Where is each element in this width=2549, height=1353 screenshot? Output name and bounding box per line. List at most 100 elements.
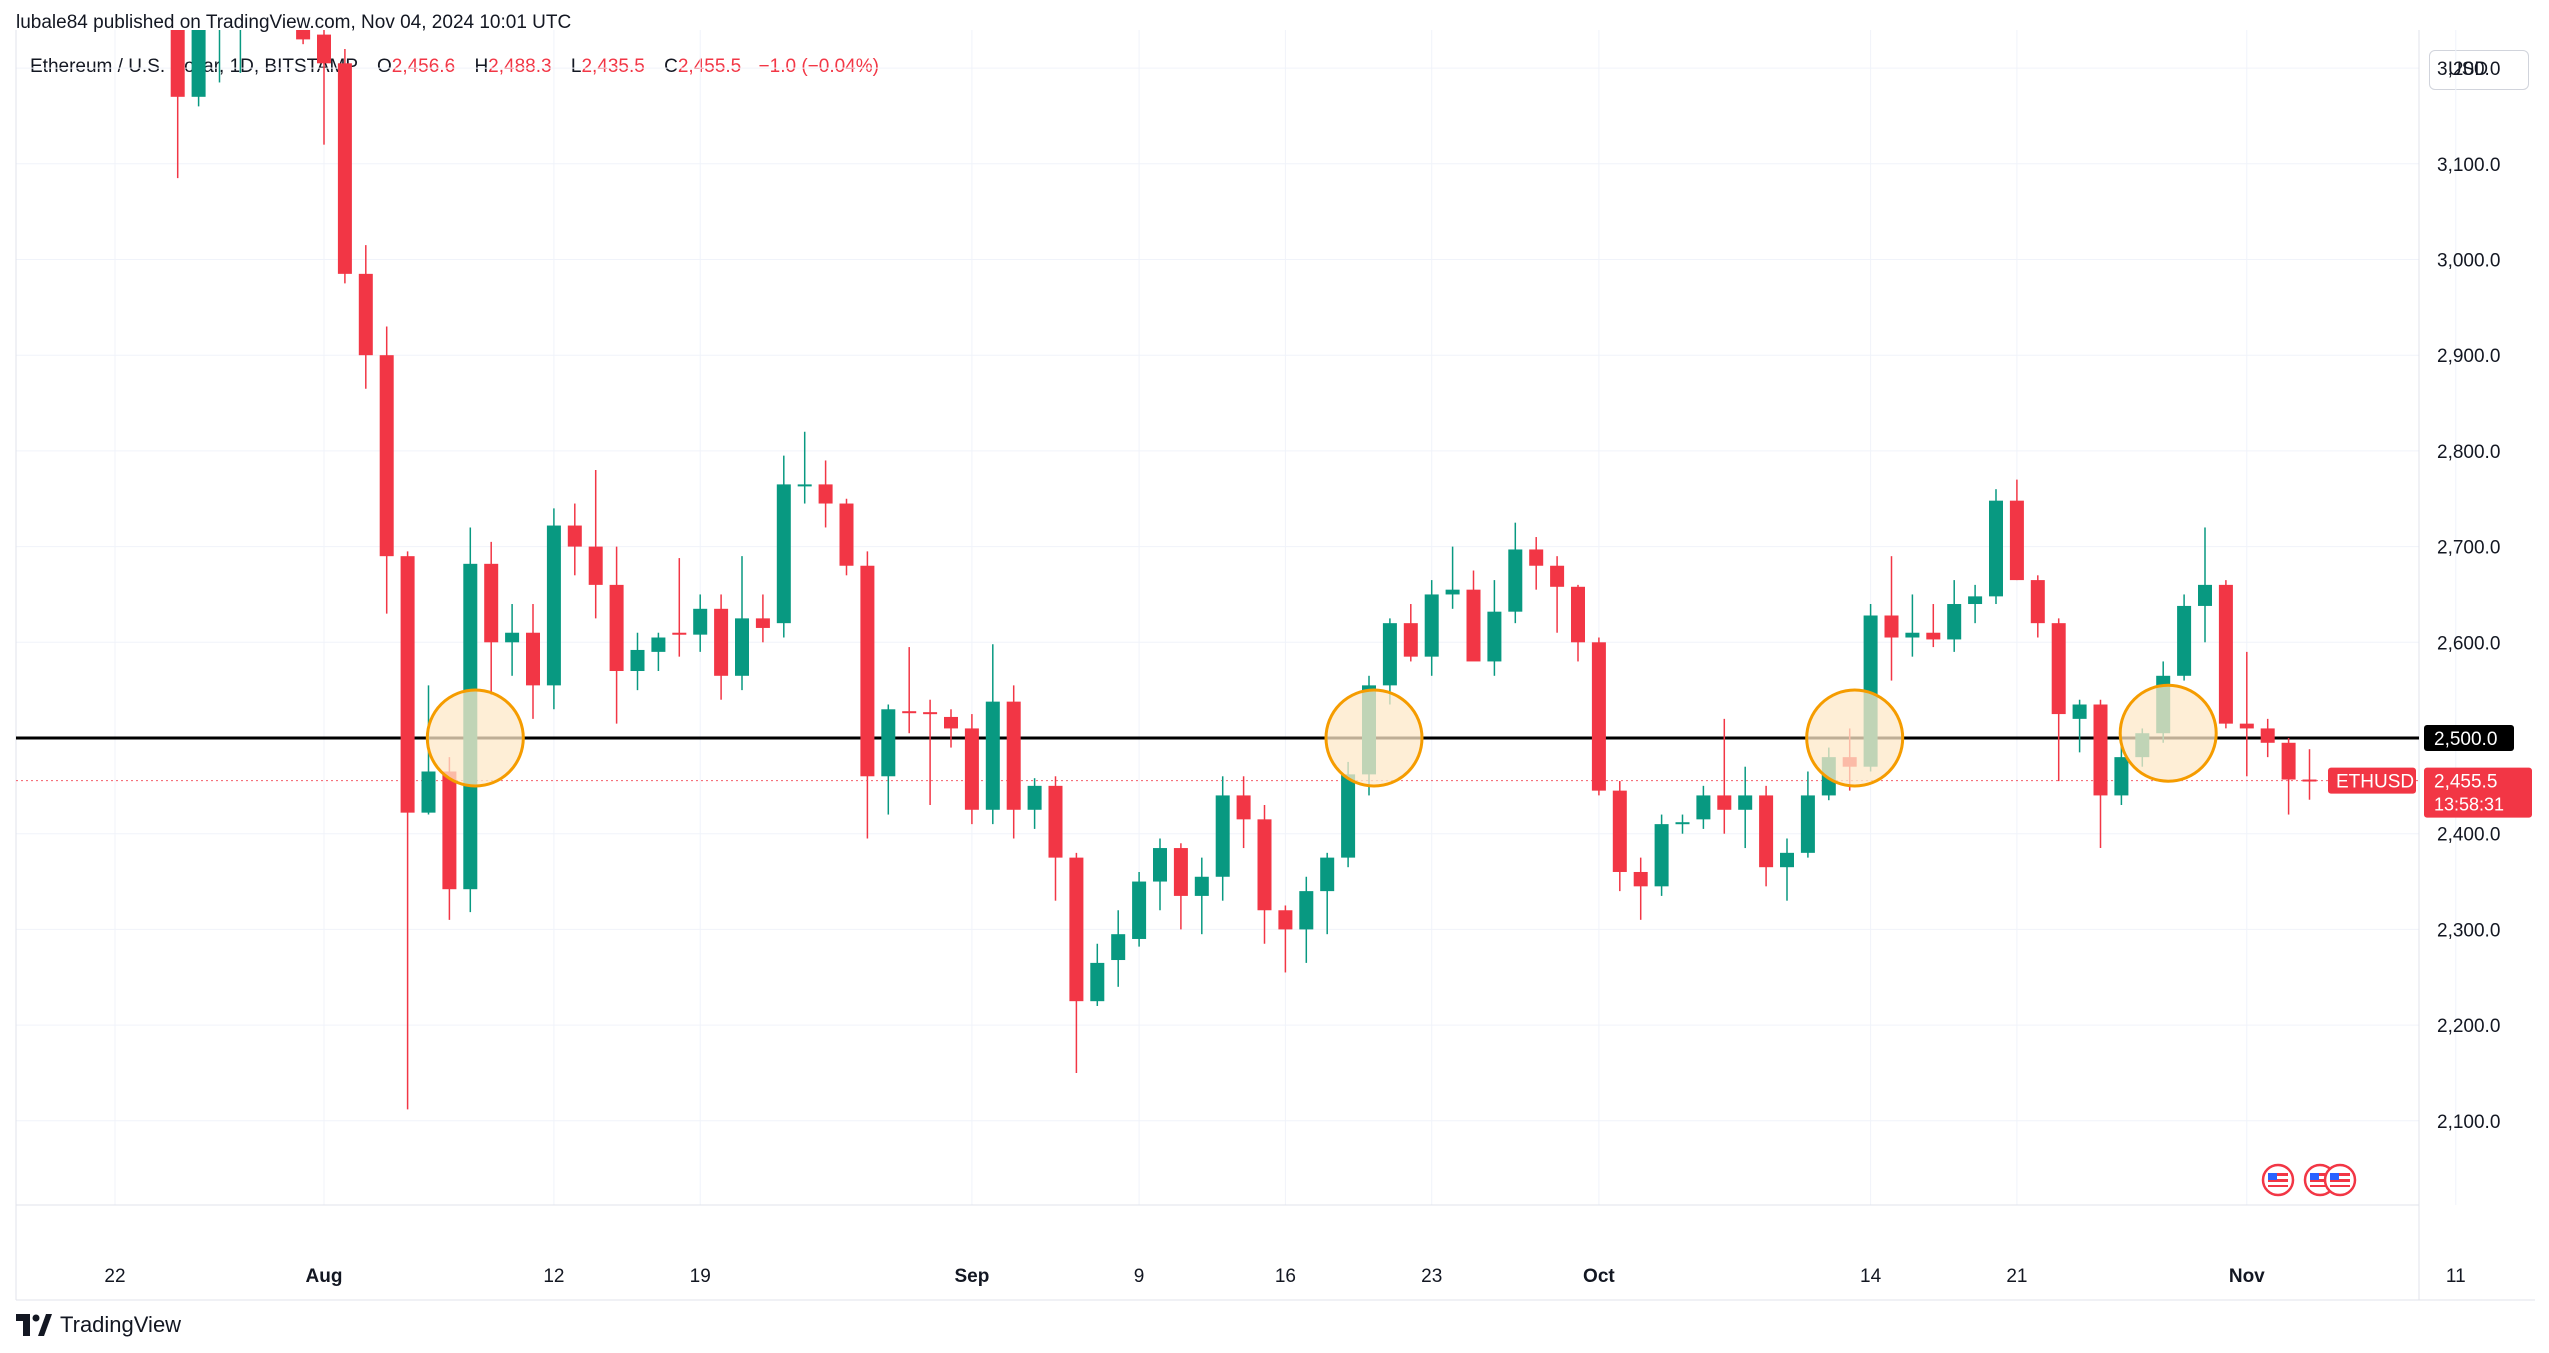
flag-stripe bbox=[2310, 1179, 2330, 1182]
candle-up bbox=[1654, 814, 1669, 896]
candle-up bbox=[1299, 876, 1314, 963]
last-price-label: 2,455.5 bbox=[2434, 772, 2497, 793]
candle-down bbox=[1759, 785, 1774, 887]
candle-down bbox=[1236, 776, 1251, 849]
candle-body bbox=[1090, 962, 1105, 1002]
candle-body bbox=[442, 771, 457, 890]
chart-frame bbox=[15, 30, 2535, 1301]
price-tick-label: 3,000.0 bbox=[2437, 251, 2500, 272]
candle-down bbox=[2260, 718, 2275, 758]
candle-down bbox=[400, 551, 415, 1110]
price-tick-label: 3,100.0 bbox=[2437, 155, 2500, 176]
candle-body bbox=[1696, 795, 1711, 820]
candle-down bbox=[567, 503, 582, 576]
candle-down bbox=[484, 541, 499, 695]
candle-down bbox=[526, 604, 540, 719]
candle-body bbox=[1926, 632, 1941, 640]
candle-down bbox=[1529, 537, 1544, 590]
candle-up bbox=[651, 632, 666, 672]
candle-body bbox=[1487, 611, 1502, 662]
time-tick-label: Aug bbox=[306, 1266, 343, 1287]
candle-body bbox=[672, 632, 687, 635]
candle-up bbox=[630, 632, 645, 691]
highlight-circle bbox=[425, 688, 525, 788]
candle-up bbox=[191, 30, 206, 107]
candle-up bbox=[254, 0, 268, 30]
candle-body bbox=[964, 728, 979, 810]
candle-up bbox=[1905, 594, 1920, 657]
candle-up bbox=[546, 508, 561, 710]
candle-down bbox=[1403, 604, 1418, 662]
candle-up bbox=[1487, 580, 1502, 676]
candle-body bbox=[651, 637, 666, 652]
candle-down bbox=[2093, 699, 2108, 849]
candle-body bbox=[2281, 742, 2296, 780]
candle-body bbox=[1257, 819, 1272, 911]
flag-stripe bbox=[2330, 1185, 2350, 1187]
high-label: H bbox=[474, 56, 489, 77]
candle-body bbox=[1173, 848, 1188, 896]
candle-down bbox=[442, 757, 457, 920]
candle-up bbox=[881, 704, 896, 815]
candle-up bbox=[1696, 785, 1711, 829]
candle-body bbox=[860, 565, 875, 777]
candle-body bbox=[1675, 822, 1690, 825]
candle-down bbox=[1278, 905, 1293, 973]
open-label: O bbox=[376, 56, 392, 77]
candle-body bbox=[1654, 824, 1669, 887]
flag-canton bbox=[2310, 1173, 2319, 1180]
candle-body bbox=[1341, 774, 1356, 858]
candle-body bbox=[1591, 642, 1606, 791]
time-tick-label: Nov bbox=[2229, 1266, 2265, 1287]
candle-body bbox=[881, 709, 896, 777]
candle-body bbox=[1968, 596, 1983, 605]
candle-body bbox=[317, 34, 331, 64]
time-tick-label: 21 bbox=[2006, 1266, 2027, 1287]
time-axis: 22 Aug 12 19 Sep 9 16 23 Oct 14 21 Nov 11 bbox=[104, 1266, 2465, 1287]
candle-body bbox=[693, 608, 708, 635]
candle-down bbox=[1257, 804, 1272, 944]
price-tick-label: 2,300.0 bbox=[2437, 920, 2500, 941]
candle-down bbox=[170, 30, 185, 179]
candle-up bbox=[2177, 594, 2192, 681]
candle-up bbox=[797, 431, 812, 504]
candle-down bbox=[2218, 580, 2233, 729]
candle-down bbox=[2281, 738, 2296, 815]
candle-down bbox=[1884, 556, 1899, 681]
candle-body bbox=[1884, 615, 1899, 638]
candle-down bbox=[1048, 776, 1063, 901]
tradingview-logo: TradingView bbox=[16, 1312, 181, 1338]
candle-up bbox=[2114, 742, 2129, 805]
candle-body bbox=[2177, 605, 2192, 676]
grid-lines bbox=[16, 30, 2457, 1205]
candle-down bbox=[1612, 781, 1627, 892]
change-value: −1.0 (−0.04%) bbox=[758, 56, 879, 77]
candle-body bbox=[358, 273, 373, 356]
us-flag-event-icon[interactable] bbox=[2323, 1163, 2357, 1197]
candle-down bbox=[839, 498, 854, 576]
candle-body bbox=[2198, 584, 2212, 606]
candle-down bbox=[379, 326, 394, 614]
candles bbox=[170, 0, 2317, 1110]
candle-down bbox=[609, 546, 624, 724]
candle-body bbox=[1027, 785, 1042, 810]
candle-up bbox=[693, 594, 708, 652]
currency-button[interactable]: USD bbox=[2429, 50, 2529, 90]
flag-stripe bbox=[2268, 1173, 2288, 1176]
candle-down bbox=[944, 709, 958, 748]
price-tick-label: 2,700.0 bbox=[2437, 538, 2500, 559]
ticker-badge bbox=[2328, 767, 2416, 794]
candle-body bbox=[1132, 881, 1147, 939]
price-tick-label: 3,200.0 bbox=[2437, 59, 2500, 80]
us-flag-event-icon[interactable] bbox=[2261, 1163, 2295, 1197]
candle-body bbox=[1989, 500, 2003, 597]
candle-body bbox=[1215, 795, 1230, 877]
flag-canton bbox=[2330, 1173, 2339, 1180]
candle-down bbox=[923, 699, 938, 805]
candle-body bbox=[1153, 848, 1167, 882]
tradingview-logo-icon bbox=[16, 1314, 52, 1336]
candle-up bbox=[218, 30, 221, 83]
candle-down bbox=[1926, 604, 1941, 648]
candle-down bbox=[358, 245, 373, 389]
